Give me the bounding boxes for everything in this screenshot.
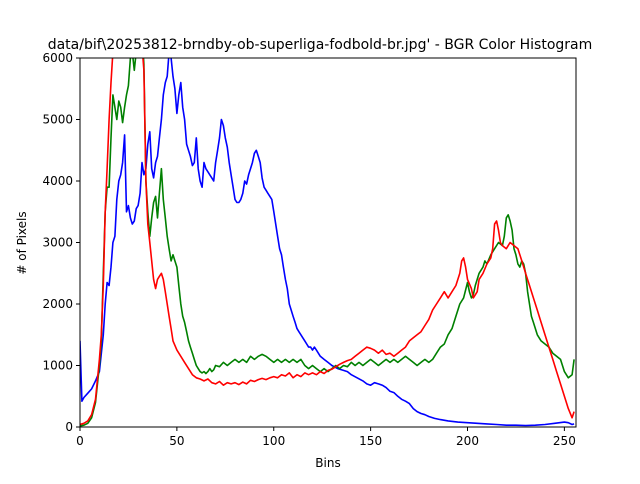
x-axis-label: Bins (315, 456, 340, 470)
x-tick-label: 150 (359, 434, 382, 448)
y-tick-label: 1000 (42, 359, 73, 373)
y-tick-label: 4000 (42, 174, 73, 188)
x-axis: 0 50 100 150 200 250 (76, 427, 576, 448)
x-tick-label: 0 (76, 434, 84, 448)
blue-channel-line (80, 58, 575, 427)
y-axis-label: # of Pixels (15, 211, 29, 274)
y-tick-label: 3000 (42, 236, 73, 250)
y-tick-label: 2000 (42, 297, 73, 311)
chart-title: data/bif\20253812-brndby-ob-superliga-fo… (48, 37, 593, 53)
y-axis: 0 1000 2000 3000 4000 5000 6000 (42, 51, 80, 434)
x-tick-label: 100 (262, 434, 285, 448)
series-layer (80, 58, 575, 427)
red-channel-line (80, 58, 575, 426)
y-tick-label: 6000 (42, 51, 73, 65)
x-tick-label: 250 (553, 434, 576, 448)
green-channel-line (80, 58, 575, 427)
y-tick-label: 5000 (42, 113, 73, 127)
y-tick-label: 0 (65, 420, 73, 434)
x-tick-label: 200 (456, 434, 479, 448)
x-tick-label: 50 (169, 434, 184, 448)
